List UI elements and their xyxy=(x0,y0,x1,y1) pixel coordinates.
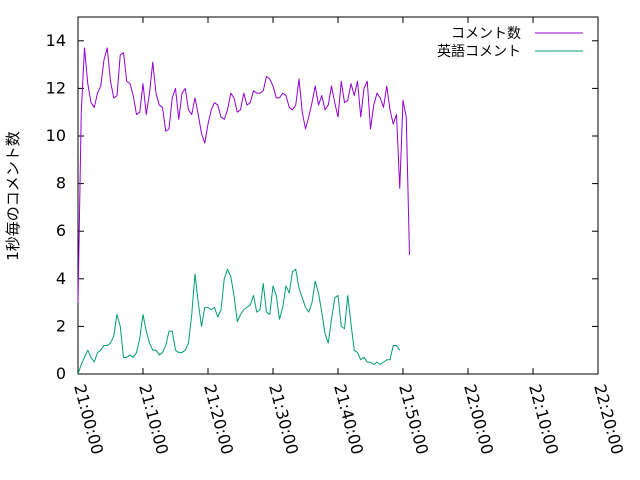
y-axis-label: 1秒毎のコメント数 xyxy=(4,131,22,261)
legend-label-0: コメント数 xyxy=(451,26,521,42)
y-tick-label: 12 xyxy=(46,78,66,97)
y-tick-label: 10 xyxy=(46,126,66,145)
y-tick-label: 0 xyxy=(56,364,66,383)
series-line-1 xyxy=(77,268,401,375)
y-tick-label: 2 xyxy=(56,316,66,335)
series-line-0 xyxy=(77,47,410,303)
y-tick-label: 8 xyxy=(56,174,66,193)
y-tick-label: 6 xyxy=(56,221,66,240)
series-lines xyxy=(77,47,410,375)
y-tick-label: 14 xyxy=(46,31,66,50)
legend-label-1: 英語コメント xyxy=(437,43,521,60)
y-tick-label: 4 xyxy=(56,269,66,288)
